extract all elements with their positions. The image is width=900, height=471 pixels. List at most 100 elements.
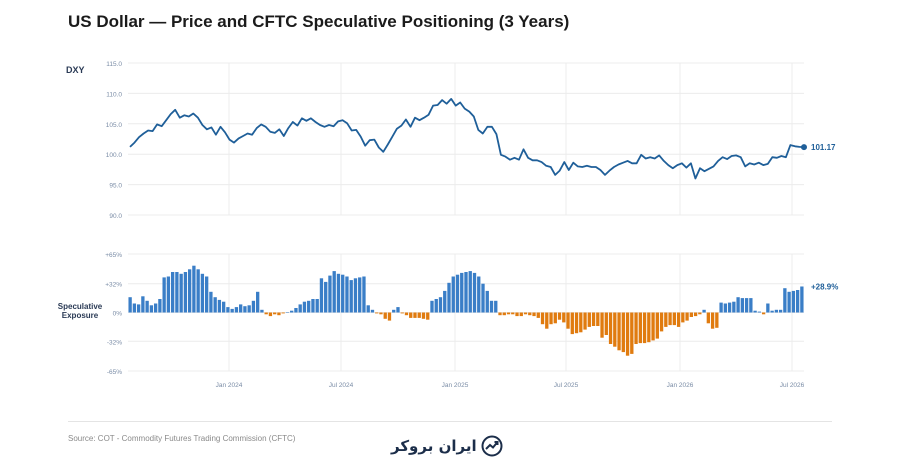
positioning-bar xyxy=(455,274,460,313)
positioning-bar xyxy=(353,278,358,313)
positioning-bar xyxy=(655,312,659,339)
price-y-tick-label: 105.0 xyxy=(106,122,123,129)
positioning-bar xyxy=(298,304,302,313)
positioning-bar xyxy=(226,307,230,313)
positioning-y-axis: +65% +32% 0% -32% -65% xyxy=(105,252,122,376)
positioning-bar xyxy=(247,305,251,313)
positioning-bar xyxy=(349,280,353,313)
positioning-bar xyxy=(179,273,183,313)
positioning-bar xyxy=(621,312,625,353)
positioning-bar xyxy=(562,312,566,323)
positioning-bar xyxy=(417,312,421,318)
positioning-bar xyxy=(213,297,217,313)
positioning-bar xyxy=(574,312,579,334)
positioning-bar xyxy=(243,306,247,313)
positioning-bar xyxy=(166,276,171,313)
positioning-bar xyxy=(404,312,409,316)
positioning-bar xyxy=(740,298,745,313)
positioning-bar xyxy=(383,312,387,319)
positioning-bar xyxy=(375,312,379,314)
positioning-bar xyxy=(506,312,511,315)
positioning-bar xyxy=(668,312,672,326)
positioning-bar xyxy=(273,312,277,315)
positioning-bar xyxy=(196,269,200,313)
positioning-bar xyxy=(149,305,154,313)
positioning-bar xyxy=(502,312,506,316)
positioning-bar xyxy=(336,273,341,313)
positioning-bar xyxy=(600,312,604,338)
positioning-bar xyxy=(685,312,689,321)
positioning-bar xyxy=(396,307,400,313)
positioning-bar xyxy=(749,298,753,313)
positioning-bar xyxy=(294,308,298,313)
positioning-bar xyxy=(494,300,498,313)
positioning-bar xyxy=(153,303,158,313)
positioning-bar xyxy=(477,276,481,313)
price-last-point xyxy=(801,144,807,151)
positioning-bar xyxy=(281,312,285,314)
positioning-bar xyxy=(200,273,205,313)
positioning-bar xyxy=(426,312,430,320)
positioning-bar xyxy=(358,277,362,313)
positioning-bar xyxy=(141,296,145,313)
positioning-y-tick-label: 0% xyxy=(113,311,123,318)
positioning-bar xyxy=(128,297,132,313)
x-tick-label: Jul 2024 xyxy=(329,382,354,389)
positioning-bar xyxy=(421,312,426,319)
positioning-bar xyxy=(672,312,676,326)
positioning-bar xyxy=(638,312,642,344)
x-tick-label: Jan 2025 xyxy=(442,382,469,389)
brand-logo: ایران بروکر xyxy=(391,435,503,457)
positioning-bar xyxy=(545,312,549,329)
positioning-bar xyxy=(498,312,502,316)
source-note: Source: COT - Commodity Futures Trading … xyxy=(68,434,296,443)
positioning-bar xyxy=(222,301,226,313)
positioning-bar xyxy=(162,277,166,313)
positioning-bar xyxy=(566,312,570,329)
positioning-bar xyxy=(579,312,583,333)
positioning-bar xyxy=(744,298,749,313)
positioning-bar xyxy=(464,272,468,313)
positioning-bar xyxy=(489,300,494,313)
positioning-bar xyxy=(379,312,383,315)
positioning-bar xyxy=(676,312,681,327)
positioning-bar xyxy=(341,274,345,313)
positioning-bar xyxy=(187,269,192,313)
positioning-bar xyxy=(702,309,706,313)
positioning-bar xyxy=(753,310,757,313)
positioning-bar xyxy=(761,312,766,315)
price-last-value-label: 101.17 xyxy=(811,143,836,152)
positioning-bar xyxy=(175,272,179,313)
positioning-bar xyxy=(608,312,613,344)
footer-divider xyxy=(68,421,832,422)
positioning-bar xyxy=(260,309,264,313)
positioning-axis-label-line1: Speculative xyxy=(58,302,103,311)
positioning-bar xyxy=(485,290,489,313)
positioning-bar xyxy=(732,301,736,313)
positioning-bar xyxy=(791,290,796,313)
positioning-bar xyxy=(234,307,239,313)
positioning-bar xyxy=(727,302,732,313)
positioning-bar xyxy=(400,312,404,314)
positioning-bar xyxy=(659,312,664,332)
positioning-bar xyxy=(719,302,723,313)
price-y-tick-label: 100.0 xyxy=(106,152,123,159)
brand-logo-text: ایران بروکر xyxy=(391,437,477,455)
positioning-bar xyxy=(319,278,324,313)
positioning-bar xyxy=(553,312,557,324)
positioning-bar xyxy=(460,272,464,313)
price-y-axis: 115.0 110.0 105.0 100.0 95.0 90.0 xyxy=(106,61,123,220)
positioning-bar xyxy=(774,309,779,313)
positioning-bar xyxy=(217,299,222,313)
positioning-bar xyxy=(625,312,630,356)
positioning-bar xyxy=(328,275,332,313)
positioning-bar xyxy=(370,309,375,313)
positioning-bar xyxy=(136,304,141,313)
positioning-y-tick-label: +65% xyxy=(105,252,122,259)
x-tick-label: Jul 2025 xyxy=(554,382,579,389)
positioning-bar xyxy=(183,272,188,313)
positioning-bar xyxy=(583,312,587,330)
positioning-bar xyxy=(689,312,693,317)
positioning-bar xyxy=(715,312,719,328)
